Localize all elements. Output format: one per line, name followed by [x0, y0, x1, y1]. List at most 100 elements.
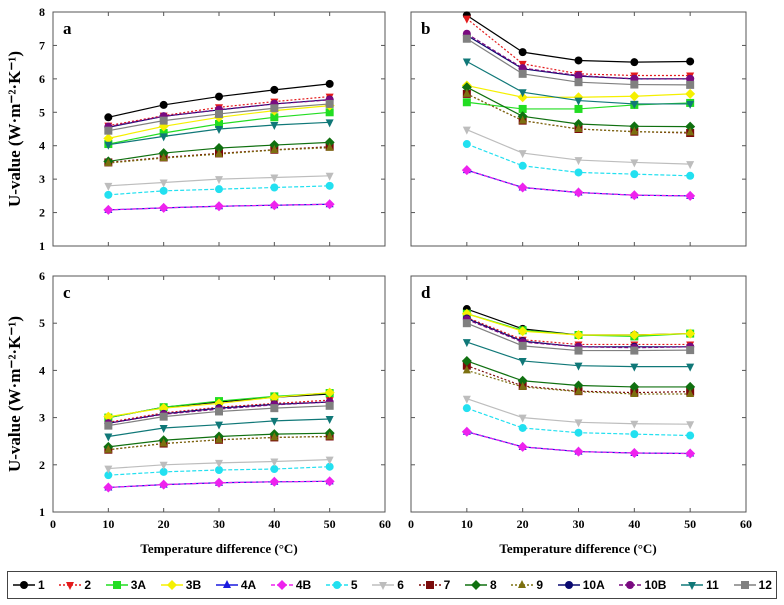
data-point	[573, 330, 584, 340]
legend-marker-icon	[557, 581, 580, 589]
data-point	[270, 183, 279, 192]
data-point	[104, 433, 113, 442]
data-point	[270, 404, 279, 413]
panel-label: a	[63, 19, 72, 38]
data-point	[215, 126, 223, 134]
data-point	[158, 479, 169, 490]
series-11	[104, 416, 334, 442]
series-line	[466, 365, 691, 394]
data-point	[461, 165, 472, 176]
series-9	[104, 142, 334, 167]
legend-label: 6	[397, 578, 404, 592]
data-point	[574, 97, 583, 106]
series-5	[462, 140, 695, 180]
data-point	[461, 82, 472, 93]
legend-item-1: 1	[12, 578, 45, 592]
series-5	[104, 462, 334, 480]
data-point	[518, 150, 527, 159]
data-point	[685, 328, 696, 339]
y-tick-label: 3	[39, 411, 45, 425]
data-point	[517, 375, 528, 386]
y-tick-label: 5	[39, 105, 45, 119]
data-point	[324, 476, 335, 487]
x-axis-title: Temperature difference (°C)	[499, 541, 656, 556]
y-tick-label: 2	[39, 458, 45, 472]
legend-item-3A: 3A	[105, 578, 146, 592]
data-point	[325, 462, 334, 471]
legend-label: 3A	[130, 578, 147, 592]
data-point	[159, 153, 168, 162]
legend-item-8: 8	[464, 578, 497, 592]
data-point	[159, 438, 168, 447]
series-12	[104, 99, 334, 135]
legend-label: 4B	[295, 578, 312, 592]
legend-label: 8	[490, 578, 497, 592]
data-point	[630, 170, 639, 179]
legend-label: 3B	[185, 578, 202, 592]
legend-label: 9	[536, 578, 544, 592]
data-point	[685, 88, 696, 99]
data-point	[269, 392, 280, 403]
data-point	[518, 69, 527, 78]
x-tick-label: 10	[461, 517, 473, 531]
data-point	[462, 15, 471, 24]
data-point	[574, 428, 583, 437]
data-point	[158, 148, 169, 159]
series-1	[462, 11, 695, 67]
legend-item-7: 7	[418, 578, 450, 592]
series-8	[461, 82, 696, 132]
legend-marker	[425, 581, 434, 589]
data-point	[629, 448, 640, 458]
data-point	[159, 179, 168, 188]
y-tick-label: 1	[39, 239, 45, 253]
data-point	[461, 355, 472, 366]
data-point	[325, 181, 334, 190]
x-tick-label: 50	[684, 517, 696, 531]
y-axis-title: U-value (W·m⁻²·K⁻¹)	[5, 51, 24, 207]
panel-label: c	[63, 283, 71, 302]
data-point	[103, 482, 114, 493]
data-point	[215, 421, 223, 430]
x-tick-label: 20	[517, 517, 529, 531]
data-point	[629, 330, 640, 340]
data-point	[685, 190, 696, 201]
legend-marker	[166, 580, 177, 590]
data-point	[104, 444, 113, 453]
panel-label: b	[421, 19, 430, 38]
data-point	[462, 319, 471, 328]
series-line	[466, 431, 691, 455]
series-line	[108, 435, 330, 451]
x-tick-label: 0	[408, 517, 414, 531]
data-point	[574, 157, 583, 166]
data-point	[517, 92, 528, 103]
data-point	[686, 80, 695, 89]
data-point	[630, 100, 639, 109]
data-point	[685, 121, 696, 132]
legend-label: 10B	[644, 578, 667, 592]
legend-marker	[112, 581, 121, 589]
data-point	[462, 395, 471, 404]
legend-item-11: 11	[680, 578, 719, 592]
legend-marker-icon	[465, 580, 487, 590]
legend-item-4A: 4A	[215, 578, 256, 592]
data-point	[215, 465, 223, 474]
data-point	[215, 459, 223, 468]
data-point	[574, 71, 583, 80]
series-line	[466, 369, 691, 395]
series-11	[462, 58, 695, 109]
legend: 1 2 3A 3B 4A 4B 5 6 7 8 9 10A 10B 11 12	[7, 571, 777, 599]
legend-marker-icon	[215, 580, 238, 588]
data-point	[270, 417, 279, 426]
x-tick-label: 10	[102, 517, 114, 531]
data-point	[518, 357, 527, 366]
data-point	[215, 119, 223, 128]
data-point	[630, 363, 639, 372]
data-point	[270, 145, 279, 154]
data-point	[518, 161, 527, 170]
legend-marker	[518, 580, 527, 588]
data-point	[324, 199, 335, 210]
panel-b: b	[410, 11, 747, 247]
x-tick-label: 30	[573, 517, 585, 531]
